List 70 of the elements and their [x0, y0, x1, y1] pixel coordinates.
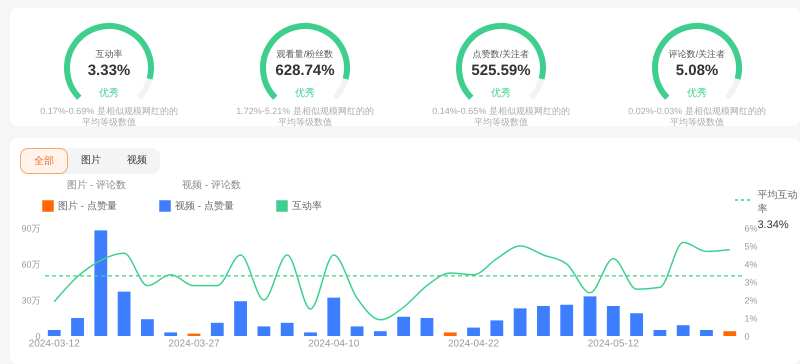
- y2-tick-label: 4%: [744, 260, 758, 270]
- text: 优秀: [98, 86, 120, 100]
- y2-tick-label: 6%: [744, 224, 758, 234]
- y2-tick-label: 5%: [744, 242, 758, 252]
- y2-tick-label: 3%: [744, 278, 758, 288]
- text: 1.72%-5.21% 是相似规模网红的的平均等级数值: [235, 106, 375, 128]
- bar: [234, 301, 247, 336]
- text: 全部: [20, 148, 68, 174]
- bar: [210, 322, 224, 336]
- bar: [444, 332, 457, 336]
- bar: [280, 322, 294, 336]
- text: 0.02%-0.03% 是相似规模网红的的平均等级数值: [627, 106, 767, 128]
- bar: [514, 308, 527, 336]
- bar: [71, 318, 84, 336]
- legend-label: 图片 - 点赞量: [58, 200, 117, 212]
- bar: [397, 316, 410, 336]
- bar: [257, 326, 270, 336]
- x-tick-label: 2024-05-12: [588, 338, 640, 350]
- bar: [164, 332, 178, 336]
- legend-label: 互动率: [292, 200, 322, 212]
- text: 图片: [80, 154, 102, 168]
- text: 525.59%: [470, 62, 532, 79]
- bar: [490, 320, 504, 336]
- bar: [676, 325, 690, 336]
- bar: [118, 292, 131, 336]
- text: 628.74%: [274, 62, 336, 79]
- legend-label: 平均互动率: [757, 189, 798, 216]
- bar: [141, 319, 154, 336]
- y2-tick-label: 2%: [744, 296, 758, 306]
- bar: [94, 230, 108, 336]
- text: 3.34%: [757, 219, 790, 231]
- bar: [304, 332, 317, 336]
- text: 互动率: [94, 48, 124, 61]
- bar: [630, 313, 643, 336]
- text: 0.14%-0.65% 是相似规模网红的的平均等级数值: [431, 106, 571, 128]
- bar: [606, 306, 620, 336]
- text: 优秀: [686, 86, 708, 100]
- text: 优秀: [294, 86, 316, 100]
- y-tick-label: 60万: [21, 260, 40, 270]
- bar: [723, 331, 736, 336]
- text: 优秀: [490, 86, 512, 100]
- bar: [420, 318, 434, 336]
- bar: [653, 330, 666, 336]
- text: 视频 - 评论数: [182, 178, 242, 192]
- x-tick-label: 2024-04-22: [448, 338, 500, 350]
- bar: [537, 306, 550, 336]
- x-tick-label: 2024-03-27: [168, 338, 220, 350]
- y2-tick-label: 0: [744, 332, 750, 342]
- bar: [327, 298, 340, 336]
- bar: [48, 330, 61, 336]
- text: 评论数/关注者: [668, 48, 726, 61]
- text: 观看量/粉丝数: [276, 48, 334, 61]
- bar: [700, 330, 713, 336]
- text: 点赞数/关注者: [472, 48, 530, 61]
- text: 3.33%: [86, 62, 132, 79]
- y-tick-label: 30万: [21, 296, 40, 306]
- bar: [467, 328, 480, 336]
- text: 图片 - 评论数: [67, 178, 127, 192]
- x-tick-label: 2024-03-12: [28, 338, 80, 350]
- bar: [560, 304, 574, 336]
- y-tick-label: 90万: [21, 224, 40, 234]
- x-tick-label: 2024-04-10: [308, 338, 360, 350]
- text: 视频: [126, 154, 148, 168]
- bar: [350, 326, 364, 336]
- text: 5.08%: [674, 62, 720, 79]
- bar: [584, 296, 596, 336]
- text: 0.17%-0.69% 是相似规模网红的的平均等级数值: [39, 106, 179, 128]
- legend-label: 视频 - 点赞量: [175, 200, 234, 212]
- bar: [374, 331, 387, 336]
- y2-tick-label: 1%: [744, 314, 758, 324]
